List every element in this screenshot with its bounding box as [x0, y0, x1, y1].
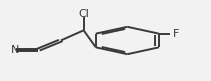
Text: F: F — [172, 29, 179, 39]
Text: N: N — [11, 45, 19, 55]
Text: Cl: Cl — [78, 9, 89, 19]
